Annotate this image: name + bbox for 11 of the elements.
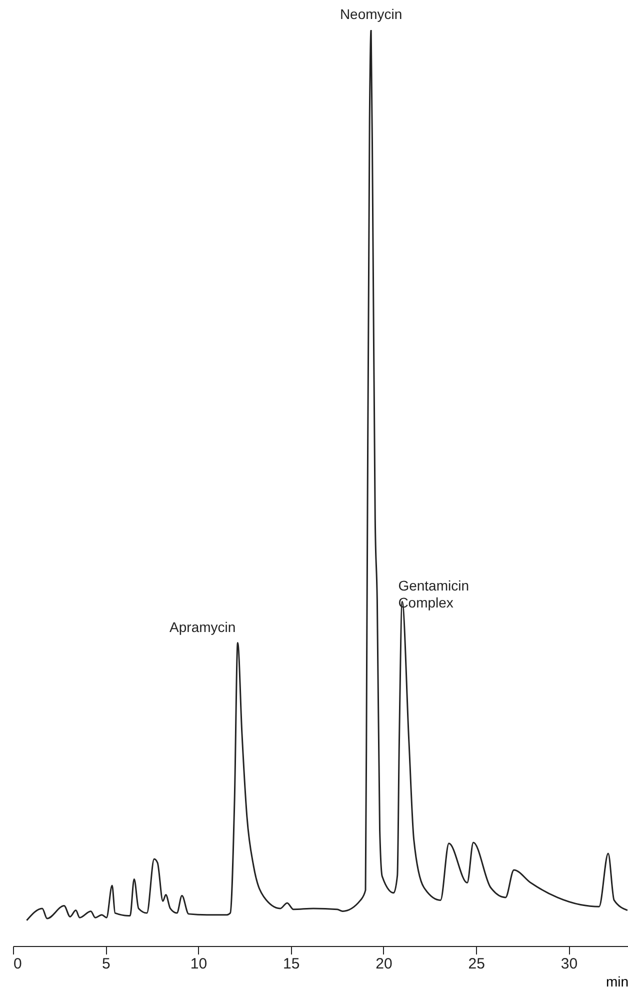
x-tick-label: 15 — [283, 956, 300, 972]
x-tick-label: 30 — [560, 956, 578, 972]
x-tick-label: 25 — [468, 956, 485, 972]
x-tick-label: 0 — [14, 956, 22, 972]
annotation: Gentamicin Complex — [398, 578, 470, 611]
annotation: Apramycin — [170, 618, 236, 635]
annotation: Neomycin — [340, 6, 402, 22]
x-axis-title: min — [606, 974, 628, 990]
x-tick-label: 5 — [102, 956, 110, 972]
x-tick-label: 10 — [190, 956, 208, 972]
x-tick-label: 20 — [376, 956, 392, 972]
